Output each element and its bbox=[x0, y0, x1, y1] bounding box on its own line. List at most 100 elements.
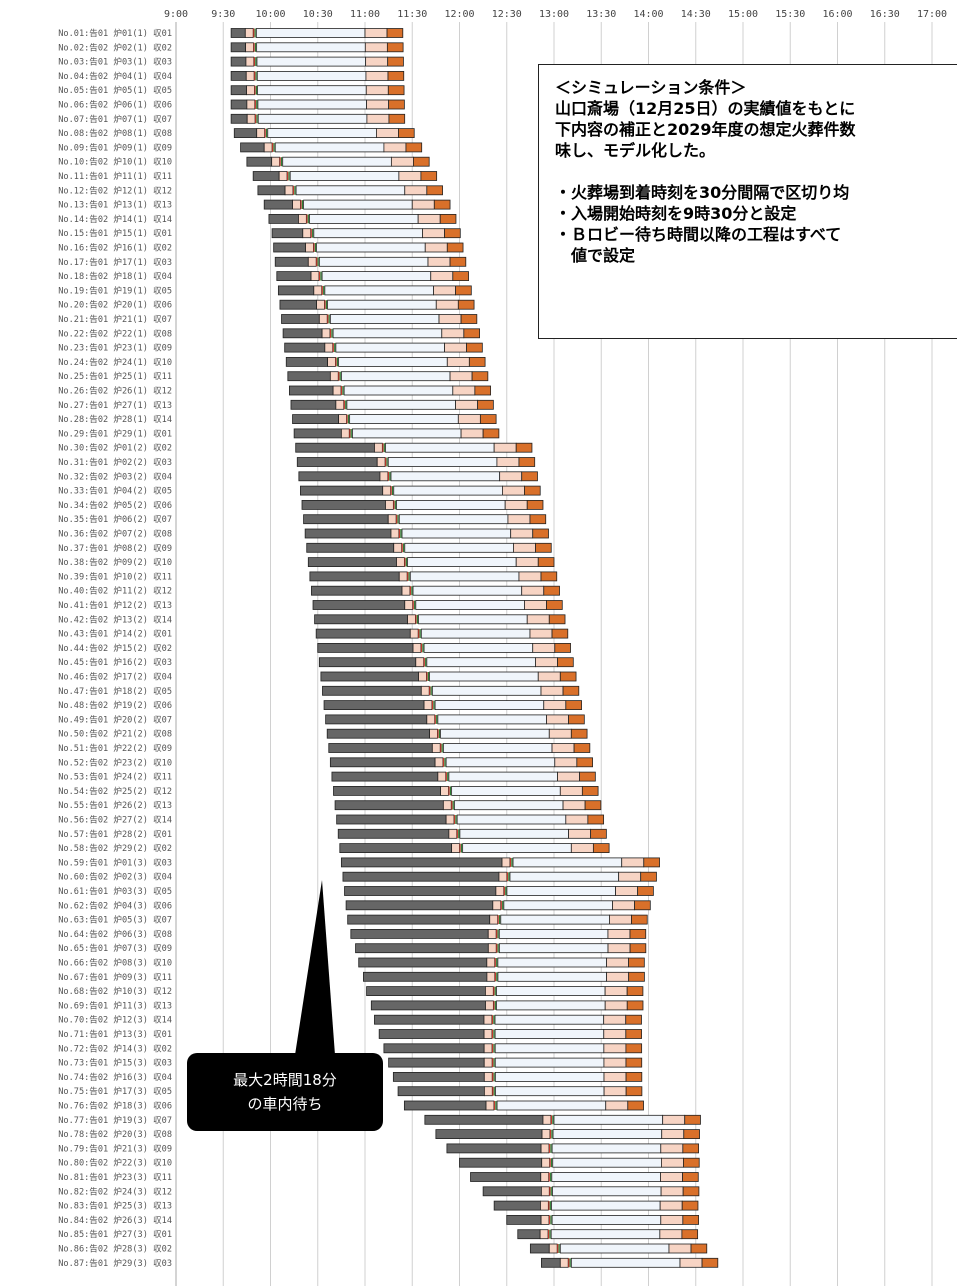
bar-collection bbox=[518, 457, 536, 467]
bar-step-marker-red bbox=[494, 958, 496, 967]
bar-step-marker-red bbox=[500, 900, 502, 910]
bar-car-wait bbox=[339, 843, 453, 853]
bar-entry bbox=[423, 700, 433, 710]
bar-collection bbox=[637, 886, 654, 896]
bar-collection bbox=[581, 786, 599, 796]
bar-waiting bbox=[398, 171, 422, 181]
bar-entry bbox=[445, 814, 455, 825]
bar-collection bbox=[628, 957, 645, 968]
bar-collection bbox=[387, 71, 405, 81]
row-label: No.87:告01 炉29(3) 収03 bbox=[58, 1257, 172, 1269]
row-label: No.27:告01 炉27(1) 収13 bbox=[58, 399, 172, 411]
row-label: No.57:告01 炉28(2) 収01 bbox=[58, 828, 172, 840]
bar-car-wait bbox=[293, 428, 342, 439]
row-label: No.25:告01 炉25(1) 収11 bbox=[58, 370, 172, 382]
row-label: No.74:告02 炉16(3) 収04 bbox=[58, 1071, 172, 1083]
row-label: No.19:告01 炉19(1) 収05 bbox=[58, 284, 172, 296]
bar-collection bbox=[627, 1100, 644, 1111]
time-tick-label: 12:30 bbox=[492, 9, 522, 20]
bar-collection bbox=[439, 213, 457, 224]
row-label: No.40:告02 炉11(2) 収12 bbox=[58, 585, 172, 597]
bar-entry bbox=[486, 971, 496, 982]
bar-lobby-wait bbox=[570, 1257, 681, 1268]
bar-waiting bbox=[365, 71, 389, 81]
bar-collection bbox=[398, 128, 415, 139]
bar-collection bbox=[682, 1186, 700, 1197]
bar-step-marker-green bbox=[314, 243, 317, 252]
bar-lobby-wait bbox=[309, 213, 419, 224]
bar-car-wait bbox=[284, 342, 326, 353]
bar-lobby-wait bbox=[494, 1029, 605, 1039]
bar-entry bbox=[246, 99, 256, 110]
bar-step-marker-red bbox=[254, 71, 256, 81]
bar-entry bbox=[483, 1072, 493, 1082]
bar-car-wait bbox=[274, 256, 309, 267]
bar-collection bbox=[562, 685, 580, 696]
bar-step-marker-red bbox=[338, 371, 340, 381]
bar-entry bbox=[540, 1143, 550, 1154]
bar-collection bbox=[535, 542, 552, 553]
bar-car-wait bbox=[366, 986, 486, 996]
bar-collection bbox=[387, 56, 404, 67]
bar-car-wait bbox=[334, 800, 444, 811]
bar-collection bbox=[466, 342, 483, 353]
bar-step-marker-red bbox=[346, 414, 348, 424]
bar-step-marker-red bbox=[548, 1229, 550, 1239]
bar-lobby-wait bbox=[303, 199, 413, 210]
bar-lobby-wait bbox=[289, 171, 400, 181]
bar-step-marker-green bbox=[496, 972, 498, 982]
bar-lobby-wait bbox=[387, 457, 498, 467]
bar-car-wait bbox=[314, 614, 408, 625]
bar-step-marker-green bbox=[458, 829, 460, 839]
bar-car-wait bbox=[493, 1200, 541, 1211]
bar-waiting bbox=[661, 1129, 685, 1139]
bar-step-marker-green bbox=[416, 614, 418, 624]
bar-step-marker-red bbox=[343, 400, 345, 410]
bar-collection bbox=[626, 1000, 644, 1011]
bar-step-marker-red bbox=[548, 1201, 550, 1211]
bar-waiting bbox=[433, 285, 456, 296]
bar-car-wait bbox=[296, 457, 378, 467]
bar-collection bbox=[690, 1243, 708, 1254]
bar-waiting bbox=[557, 771, 580, 782]
bar-collection bbox=[420, 171, 438, 181]
bar-lobby-wait bbox=[313, 228, 423, 239]
row-label: No.41:告01 炉12(2) 収13 bbox=[58, 599, 172, 611]
bar-car-wait bbox=[323, 700, 425, 710]
bar-collection bbox=[551, 628, 569, 639]
bar-lobby-wait bbox=[506, 886, 616, 896]
bar-step-marker-red bbox=[440, 743, 442, 753]
bar-step-marker-green bbox=[493, 1029, 495, 1039]
bar-lobby-wait bbox=[398, 514, 509, 525]
bar-entry bbox=[541, 1157, 550, 1168]
row-label: No.14:告02 炉14(1) 収14 bbox=[58, 213, 172, 225]
row-label: No.13:告01 炉13(1) 収13 bbox=[58, 199, 172, 211]
bar-lobby-wait bbox=[267, 128, 377, 139]
bar-entry bbox=[404, 600, 414, 610]
bar-lobby-wait bbox=[282, 156, 392, 167]
bar-step-marker-red bbox=[492, 1043, 494, 1053]
row-label: No.71:告01 炉13(3) 収01 bbox=[58, 1028, 172, 1040]
bar-entry bbox=[429, 728, 438, 739]
bar-entry bbox=[396, 557, 405, 567]
bar-lobby-wait bbox=[393, 485, 503, 496]
row-label: No.70:告02 炉12(3) 収14 bbox=[58, 1014, 172, 1026]
bar-car-wait bbox=[482, 1186, 542, 1197]
bar-step-marker-red bbox=[254, 85, 256, 95]
bar-step-marker-red bbox=[426, 672, 428, 681]
bar-car-wait bbox=[506, 1215, 542, 1225]
bar-car-wait bbox=[342, 871, 500, 882]
bar-entry bbox=[278, 171, 288, 181]
bar-car-wait bbox=[295, 442, 375, 453]
bar-step-marker-red bbox=[506, 872, 509, 882]
bar-waiting bbox=[605, 1100, 629, 1111]
bar-waiting bbox=[659, 1229, 683, 1240]
bar-entry bbox=[426, 714, 436, 725]
bar-waiting bbox=[606, 957, 629, 968]
bar-lobby-wait bbox=[349, 414, 459, 425]
bar-waiting bbox=[455, 399, 479, 410]
bar-step-marker-red bbox=[254, 100, 256, 109]
bar-car-wait bbox=[315, 628, 411, 639]
bar-lobby-wait bbox=[512, 857, 623, 868]
bar-lobby-wait bbox=[329, 314, 440, 324]
